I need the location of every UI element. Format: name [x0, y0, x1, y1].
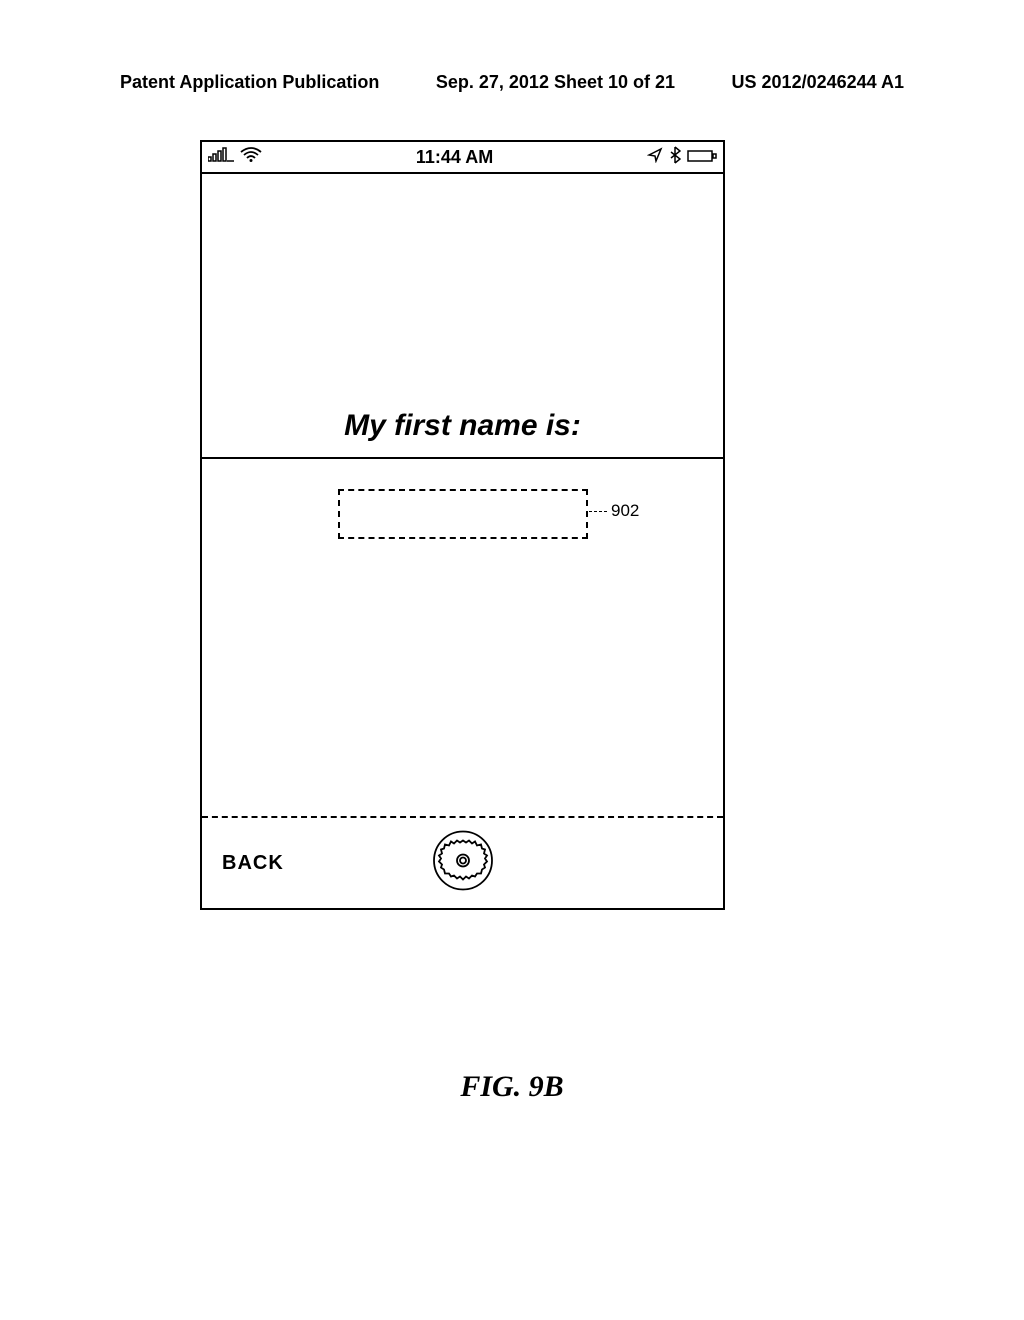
status-left — [208, 147, 262, 168]
signal-icon — [208, 147, 234, 168]
header-left: Patent Application Publication — [120, 72, 379, 93]
battery-icon — [687, 147, 717, 168]
callout-902: 902 — [589, 501, 639, 521]
status-time: 11:44 AM — [262, 147, 647, 168]
prompt-block: My first name is: — [202, 174, 723, 459]
bluetooth-icon — [669, 146, 681, 169]
wifi-icon — [240, 147, 262, 168]
figure-caption: FIG. 9B — [0, 1070, 1024, 1104]
back-button[interactable]: BACK — [222, 852, 284, 875]
prompt-label: My first name is: — [344, 409, 581, 443]
status-right — [647, 146, 717, 169]
callout-ref-number: 902 — [611, 501, 639, 521]
settings-gear-button[interactable] — [432, 830, 494, 897]
header-center: Sep. 27, 2012 Sheet 10 of 21 — [436, 72, 675, 93]
bottom-bar: BACK — [202, 816, 723, 908]
gear-icon — [432, 830, 494, 892]
location-icon — [647, 147, 663, 168]
status-bar: 11:44 AM — [202, 142, 723, 174]
phone-screen: 11:44 AM My first name is: — [200, 140, 725, 910]
header-right: US 2012/0246244 A1 — [732, 72, 904, 93]
page-header: Patent Application Publication Sep. 27, … — [0, 72, 1024, 93]
input-row: 902 — [202, 489, 723, 539]
callout-leader-line — [589, 511, 607, 512]
first-name-input[interactable] — [338, 489, 588, 539]
content-area: My first name is: 902 — [202, 174, 723, 816]
